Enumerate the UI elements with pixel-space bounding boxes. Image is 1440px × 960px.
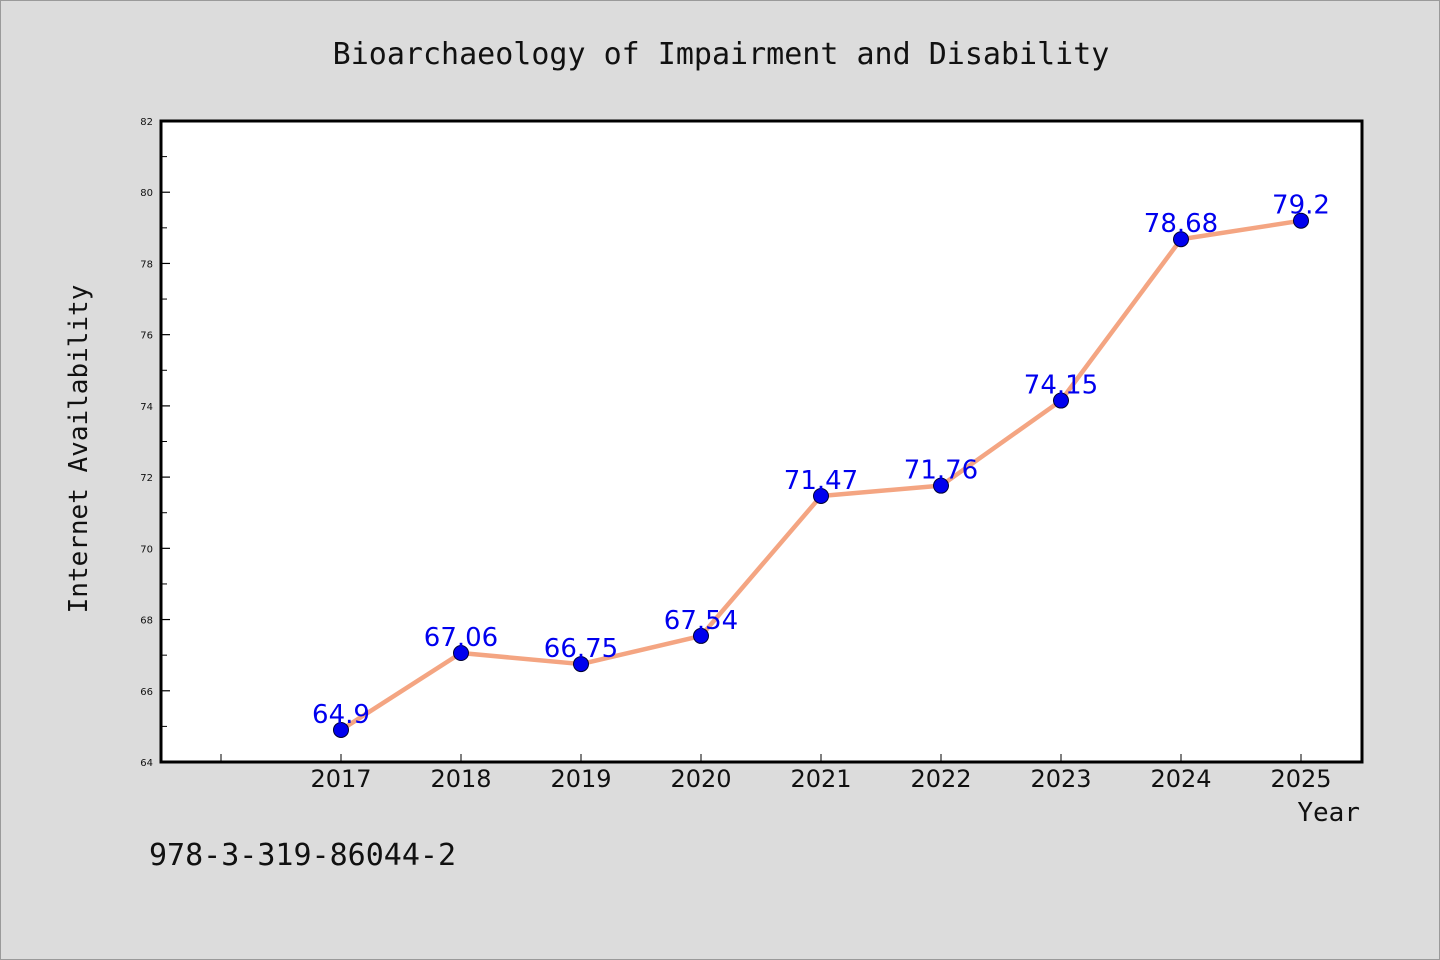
y-axis-label: Internet Availability [64,285,94,614]
data-label: 66.75 [544,634,618,664]
y-tick-label: 72 [140,473,153,484]
y-tick-label: 74 [140,402,153,413]
x-axis-label: Year [1297,798,1360,828]
data-label: 64.9 [312,700,370,730]
y-tick-label: 68 [140,616,153,627]
data-point [1053,392,1069,409]
data-point [693,627,709,644]
y-tick-label: 76 [140,331,153,342]
data-label: 78.68 [1144,209,1218,239]
y-tick-label: 82 [140,117,153,128]
data-label: 74.15 [1024,371,1098,401]
y-tick-label: 66 [140,687,153,698]
data-point [813,487,829,504]
data-point [453,645,469,662]
data-label: 71.47 [784,466,858,496]
data-labels-group: 64.9 67.06 66.75 67.54 71.47 71.76 74.15 78.68 7… [312,191,1330,730]
x-tick-label: 2025 [1270,765,1331,793]
x-tick-label: 2022 [910,765,971,793]
data-label: 67.06 [424,623,498,653]
x-tick-label: 2017 [310,765,371,793]
data-point [1293,212,1309,229]
chart-title: Bioarchaeology of Impairment and Disabil… [333,37,1110,72]
y-tick-label: 70 [140,544,153,555]
x-tick-label: 2019 [550,765,611,793]
x-axis-ticks: 2017 2018 2019 2020 2021 2022 2023 2024 2025 [220,754,1332,793]
series-points-group [333,212,1309,738]
x-tick-label: 2021 [790,765,851,793]
plot-area [159,119,1364,764]
x-tick-label: 2018 [430,765,491,793]
x-tick-label: 2023 [1030,765,1091,793]
data-point [1173,231,1189,248]
y-tick-label: 64 [140,758,153,769]
x-tick-label: 2024 [1150,765,1211,793]
data-point [933,477,949,494]
x-tick-label: 2020 [670,765,731,793]
data-label: 79.2 [1272,191,1330,221]
y-tick-label: 80 [140,188,153,199]
isbn-text: 978-3-319-86044-2 [149,838,456,873]
data-label: 71.76 [904,456,978,486]
data-label: 67.54 [664,606,738,636]
data-point [573,656,589,673]
y-tick-label: 78 [140,259,153,270]
y-axis-ticks: 64 66 68 70 72 74 76 78 80 82 [140,117,170,769]
data-point [333,721,349,738]
